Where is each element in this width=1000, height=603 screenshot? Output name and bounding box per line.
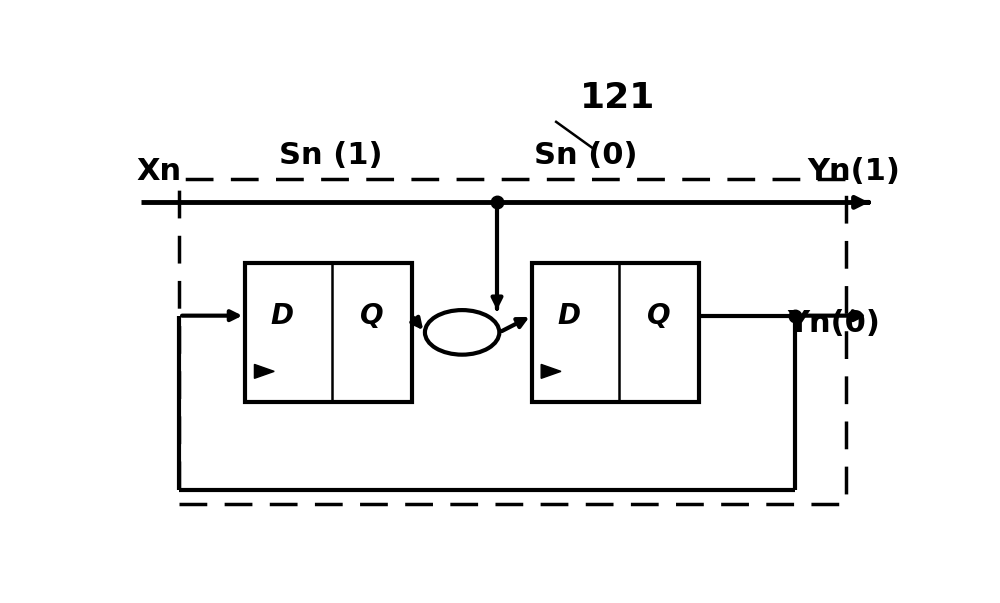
Text: Xn: Xn [137, 157, 182, 186]
Text: Yn(0): Yn(0) [788, 309, 881, 338]
Text: Q: Q [647, 302, 670, 330]
Text: Sn (0): Sn (0) [534, 142, 638, 171]
Text: Sn (1): Sn (1) [279, 142, 382, 171]
Polygon shape [254, 364, 274, 378]
Text: D: D [557, 302, 580, 330]
Text: Q: Q [360, 302, 384, 330]
Bar [179, 179, 846, 504]
Bar [532, 263, 698, 402]
Text: D: D [270, 302, 293, 330]
Polygon shape [541, 364, 561, 378]
Text: Yn(1): Yn(1) [807, 157, 900, 186]
Circle shape [425, 310, 499, 355]
Bar [245, 263, 412, 402]
Text: 121: 121 [579, 81, 655, 115]
